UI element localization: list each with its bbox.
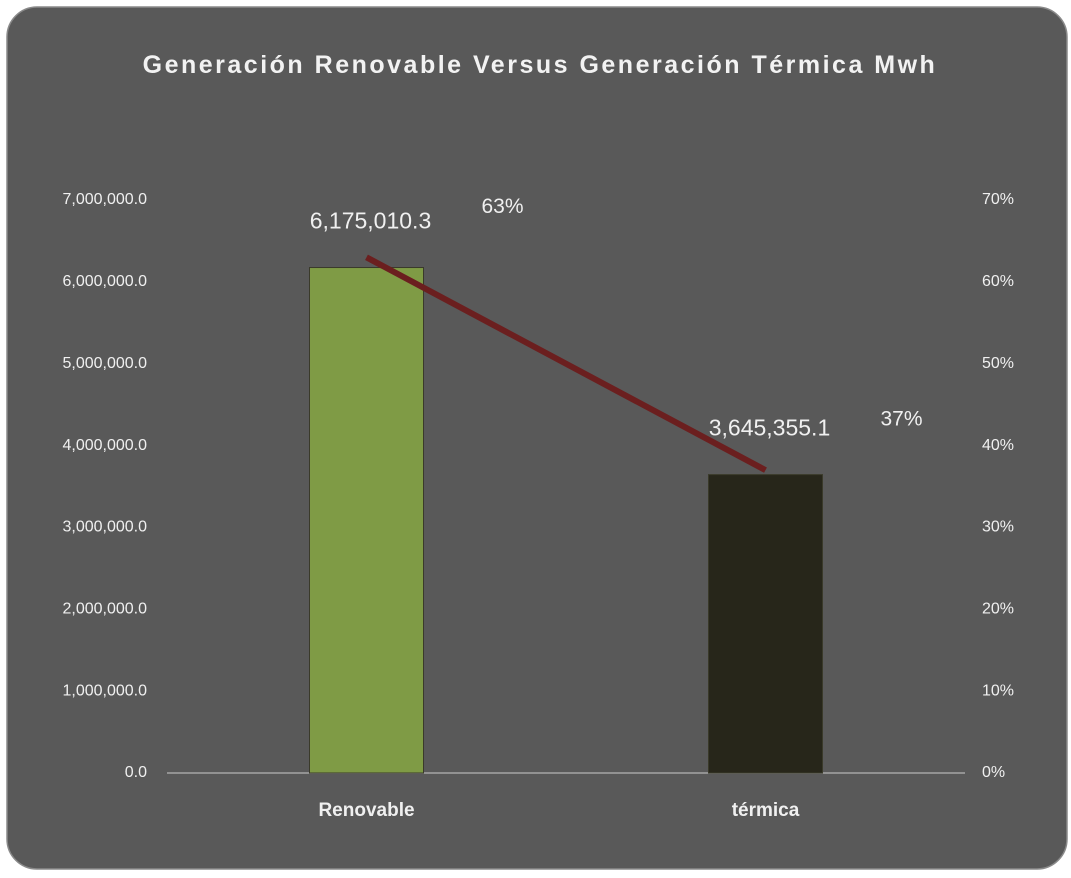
bar-value-label: 6,175,010.3 bbox=[310, 208, 432, 234]
bar-value-label: 3,645,355.1 bbox=[709, 415, 831, 441]
chart-title: Generación Renovable Versus Generación T… bbox=[142, 51, 938, 79]
line-value-label: 63% bbox=[482, 195, 524, 218]
line bbox=[365, 254, 767, 473]
y-tick-label: 2,000,000.0 bbox=[62, 601, 147, 618]
y-tick-label: 5,000,000.0 bbox=[62, 355, 147, 372]
y-tick-label: 7,000,000.0 bbox=[62, 191, 147, 208]
y-tick-label: 4,000,000.0 bbox=[62, 437, 147, 454]
line-value-label: 37% bbox=[881, 408, 923, 431]
y-tick-label: 0.0 bbox=[125, 764, 147, 781]
y2-tick-label: 0% bbox=[982, 764, 1005, 781]
y-tick-label: 3,000,000.0 bbox=[62, 519, 147, 536]
x-tick-label: térmica bbox=[732, 800, 800, 821]
y2-tick-label: 70% bbox=[982, 191, 1014, 208]
y2-tick-label: 50% bbox=[982, 355, 1014, 372]
y2-tick-label: 30% bbox=[982, 519, 1014, 536]
x-tick-label: Renovable bbox=[318, 800, 414, 821]
y2-tick-label: 10% bbox=[982, 682, 1014, 699]
y2-tick-label: 40% bbox=[982, 437, 1014, 454]
chart-panel bbox=[6, 6, 1068, 870]
bar bbox=[708, 474, 823, 774]
y2-tick-label: 60% bbox=[982, 273, 1014, 290]
bar bbox=[309, 267, 424, 774]
y2-tick-label: 20% bbox=[982, 601, 1014, 618]
y-tick-label: 1,000,000.0 bbox=[62, 682, 147, 699]
y-tick-label: 6,000,000.0 bbox=[62, 273, 147, 290]
